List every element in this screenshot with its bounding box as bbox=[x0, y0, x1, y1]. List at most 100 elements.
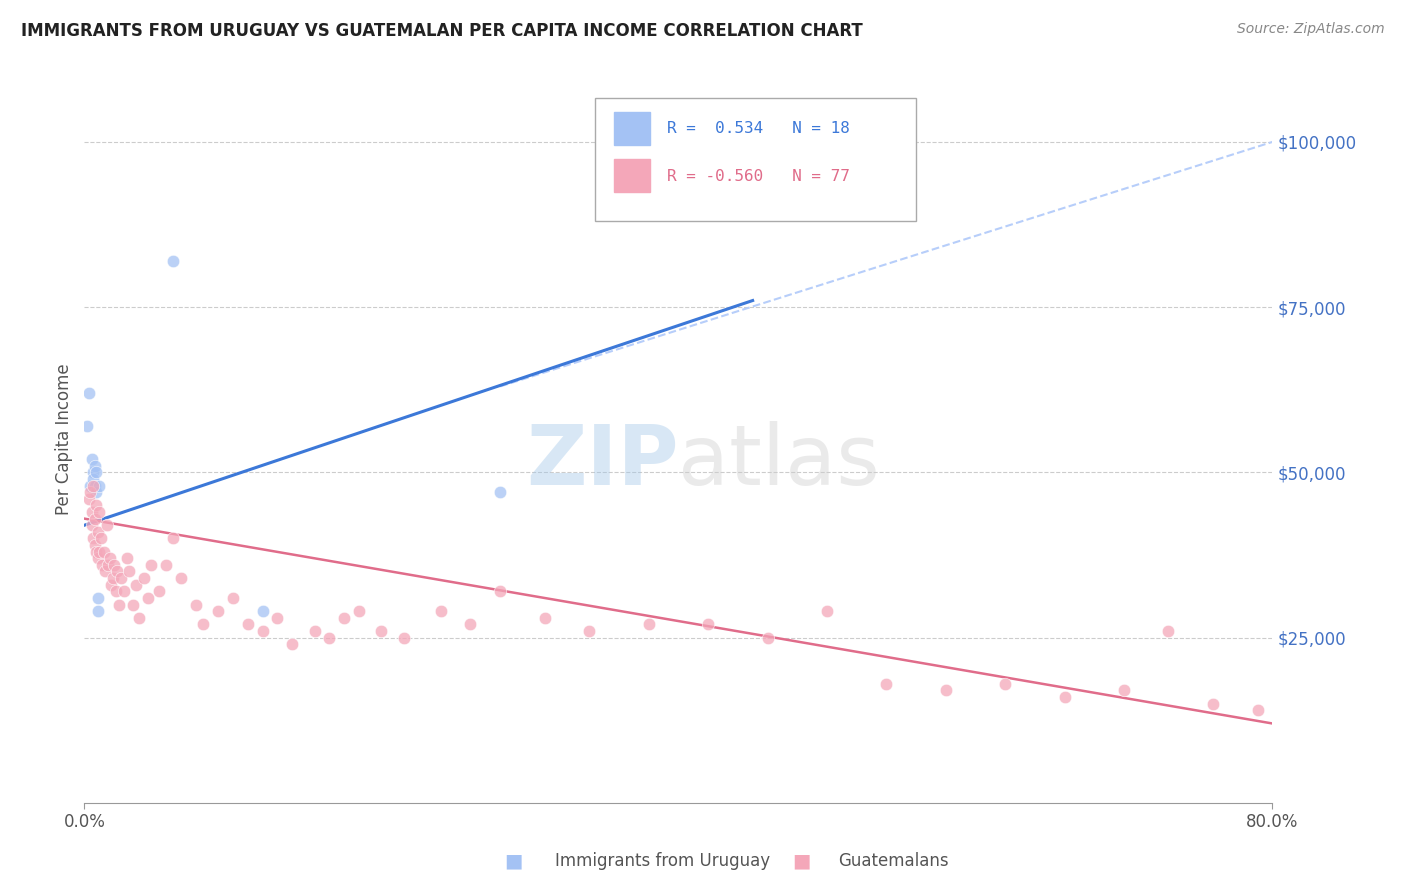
Point bbox=[125, 578, 148, 592]
Text: Guatemalans: Guatemalans bbox=[838, 852, 949, 870]
Point bbox=[578, 624, 600, 638]
Point bbox=[815, 604, 838, 618]
Point bbox=[93, 544, 115, 558]
Point bbox=[148, 584, 170, 599]
Point bbox=[79, 478, 101, 492]
Point bbox=[114, 584, 136, 599]
Point bbox=[637, 617, 659, 632]
Point bbox=[107, 598, 129, 612]
Point bbox=[252, 604, 274, 618]
Point bbox=[935, 683, 957, 698]
Point bbox=[87, 604, 110, 618]
Text: Immigrants from Uruguay: Immigrants from Uruguay bbox=[555, 852, 770, 870]
Point bbox=[83, 458, 105, 473]
Point bbox=[89, 478, 111, 492]
Point bbox=[430, 604, 453, 618]
Point bbox=[94, 565, 117, 579]
Point bbox=[87, 524, 110, 539]
Point bbox=[90, 532, 112, 546]
Point bbox=[132, 571, 155, 585]
Text: Source: ZipAtlas.com: Source: ZipAtlas.com bbox=[1237, 22, 1385, 37]
Point bbox=[533, 611, 555, 625]
Point bbox=[82, 478, 104, 492]
Text: ZIP: ZIP bbox=[526, 421, 679, 501]
Point bbox=[82, 466, 104, 480]
Point bbox=[191, 617, 215, 632]
Bar bbox=[614, 160, 650, 192]
Point bbox=[110, 571, 132, 585]
Text: R =  0.534   N = 18: R = 0.534 N = 18 bbox=[666, 121, 849, 136]
Point bbox=[100, 578, 122, 592]
Point bbox=[87, 551, 110, 566]
Point bbox=[155, 558, 177, 572]
Point bbox=[489, 485, 512, 500]
Point bbox=[122, 598, 145, 612]
Point bbox=[1246, 703, 1268, 717]
Point bbox=[89, 544, 111, 558]
Point bbox=[79, 485, 101, 500]
Point bbox=[756, 631, 779, 645]
Point bbox=[318, 631, 340, 645]
Point bbox=[84, 499, 107, 513]
Point bbox=[460, 617, 482, 632]
Text: atlas: atlas bbox=[679, 421, 880, 501]
Point bbox=[96, 518, 118, 533]
Point bbox=[83, 538, 105, 552]
Point bbox=[117, 551, 139, 566]
Point bbox=[128, 611, 150, 625]
Text: ■: ■ bbox=[503, 851, 523, 871]
Point bbox=[77, 386, 100, 401]
Point bbox=[105, 565, 128, 579]
Point bbox=[84, 466, 107, 480]
Point bbox=[236, 617, 259, 632]
Text: IMMIGRANTS FROM URUGUAY VS GUATEMALAN PER CAPITA INCOME CORRELATION CHART: IMMIGRANTS FROM URUGUAY VS GUATEMALAN PE… bbox=[21, 22, 863, 40]
Point bbox=[104, 584, 127, 599]
Point bbox=[84, 485, 107, 500]
Point bbox=[392, 631, 415, 645]
Point bbox=[222, 591, 245, 605]
Point bbox=[1202, 697, 1225, 711]
Point bbox=[141, 558, 163, 572]
Point bbox=[184, 598, 207, 612]
Point bbox=[207, 604, 229, 618]
Point bbox=[170, 571, 193, 585]
Point bbox=[101, 571, 124, 585]
Point bbox=[76, 419, 98, 434]
Point bbox=[162, 253, 184, 268]
Y-axis label: Per Capita Income: Per Capita Income bbox=[55, 364, 73, 515]
Point bbox=[89, 505, 111, 519]
Point bbox=[266, 611, 288, 625]
Point bbox=[97, 558, 120, 572]
Point bbox=[136, 591, 159, 605]
Point bbox=[82, 532, 104, 546]
Point bbox=[103, 558, 125, 572]
Point bbox=[80, 518, 103, 533]
Point bbox=[98, 551, 121, 566]
Point bbox=[304, 624, 326, 638]
Point bbox=[281, 637, 304, 651]
Point bbox=[80, 505, 103, 519]
Point bbox=[83, 478, 105, 492]
FancyBboxPatch shape bbox=[595, 97, 917, 221]
Point bbox=[162, 532, 184, 546]
Point bbox=[252, 624, 274, 638]
Text: ■: ■ bbox=[792, 851, 811, 871]
Point bbox=[347, 604, 370, 618]
Point bbox=[80, 452, 103, 467]
Point bbox=[118, 565, 141, 579]
Text: R = -0.560   N = 77: R = -0.560 N = 77 bbox=[666, 169, 849, 184]
Point bbox=[1112, 683, 1135, 698]
Point bbox=[697, 617, 720, 632]
Point bbox=[333, 611, 356, 625]
Point bbox=[87, 591, 110, 605]
Point bbox=[994, 677, 1017, 691]
Point bbox=[489, 584, 512, 599]
Point bbox=[77, 491, 100, 506]
Point bbox=[875, 677, 897, 691]
Point bbox=[1157, 624, 1180, 638]
Bar bbox=[614, 112, 650, 145]
Point bbox=[83, 511, 105, 525]
Point bbox=[370, 624, 392, 638]
Point bbox=[91, 558, 114, 572]
Point bbox=[82, 472, 104, 486]
